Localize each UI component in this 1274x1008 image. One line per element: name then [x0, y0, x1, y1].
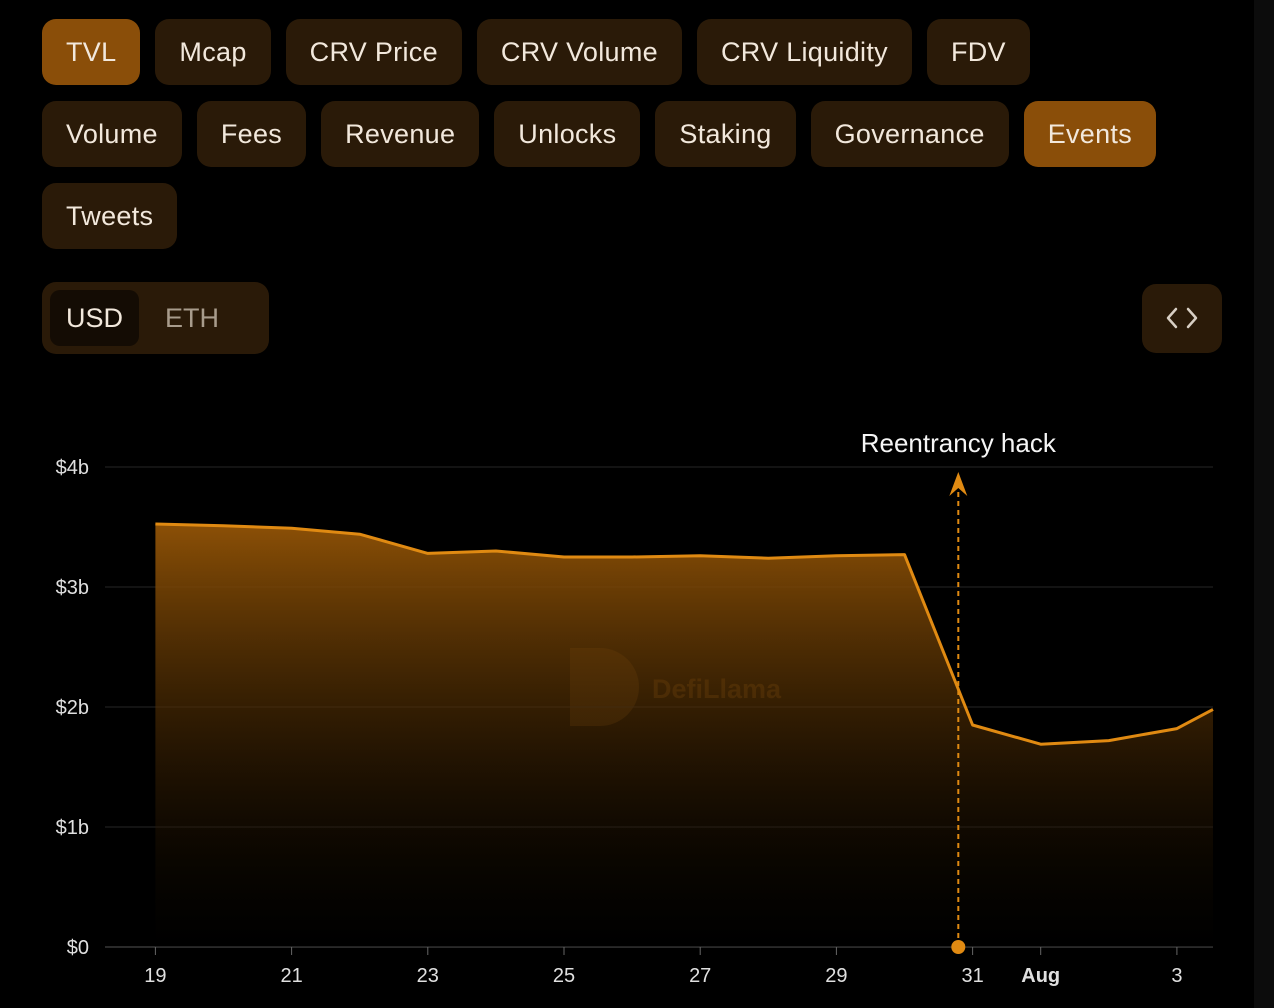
event-label: Reentrancy hack [861, 428, 1057, 458]
tab-button[interactable]: Mcap [155, 19, 271, 85]
y-tick-label: $0 [67, 937, 89, 959]
currency-toggle: USD ETH [42, 282, 269, 354]
y-tick-label: $2b [56, 697, 89, 719]
tab-button[interactable]: Unlocks [494, 101, 641, 167]
currency-option[interactable]: ETH [165, 302, 220, 333]
tvl-line [155, 522, 1214, 746]
tab-button[interactable]: CRV Liquidity [696, 19, 912, 85]
x-tick-label: 23 [417, 965, 439, 987]
code-icon [1166, 307, 1198, 329]
x-tick-label: 19 [144, 965, 166, 987]
area-fill [155, 524, 1214, 947]
x-tick-label: Aug [1021, 965, 1060, 987]
y-tick-label: $3b [56, 577, 89, 599]
x-tick-label: 25 [553, 965, 575, 987]
tab-button[interactable]: Fees [196, 101, 307, 167]
tab-button[interactable]: Events [1023, 101, 1157, 167]
y-tick-label: $1b [56, 817, 89, 839]
embed-button[interactable] [1142, 284, 1222, 353]
x-tick-label: 21 [280, 965, 302, 987]
tab-button[interactable]: Staking [655, 101, 796, 167]
tab-button[interactable]: Tweets [42, 183, 178, 249]
event-arrow [949, 472, 968, 496]
tab-button[interactable]: CRV Price [285, 19, 462, 85]
event-dot [951, 940, 966, 954]
x-tick-label: 29 [825, 965, 847, 987]
tab-button[interactable]: TVL [42, 19, 141, 85]
tab-button[interactable]: Governance [810, 101, 1009, 167]
tab-row: Tweets [42, 183, 178, 249]
tab-row: TVL Mcap CRV Price CRV Volume CRV Liquidity F… [42, 19, 1030, 85]
x-tick-label: 27 [689, 965, 711, 987]
x-tick-label: 3 [1171, 965, 1182, 987]
x-tick-label: 31 [961, 965, 983, 987]
tab-row: Volume Fees Revenue Unlocks Staking Governanc… [42, 101, 1157, 167]
tab-button[interactable]: Revenue [321, 101, 480, 167]
scrollbar [1254, 0, 1274, 1008]
currency-option[interactable]: USD [50, 290, 140, 346]
tab-button[interactable]: FDV [926, 19, 1030, 85]
tab-button[interactable]: CRV Volume [476, 19, 682, 85]
tab-button[interactable]: Volume [42, 101, 182, 167]
y-tick-label: $4b [56, 457, 89, 479]
